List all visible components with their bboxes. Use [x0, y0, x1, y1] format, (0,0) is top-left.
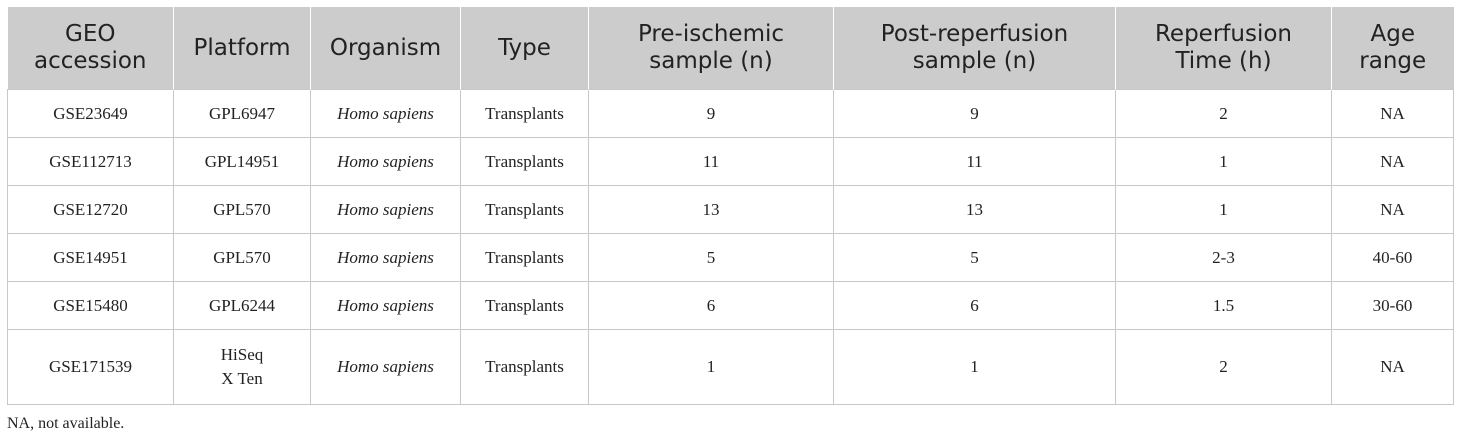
table-header: GEO accession Platform Organism Type Pre…: [7, 7, 1454, 90]
cell-reperfusion-time: 2-3: [1115, 233, 1332, 282]
cell-type: Transplants: [460, 233, 589, 282]
cell-post-reperfusion: 6: [833, 281, 1116, 330]
table-row: GSE14951 GPL570 Homo sapiens Transplants…: [7, 233, 1454, 282]
cell-platform: HiSeq X Ten: [173, 329, 311, 405]
header-age-range: Age range: [1331, 7, 1454, 90]
table-body: GSE23649 GPL6947 Homo sapiens Transplant…: [7, 89, 1454, 405]
cell-organism: Homo sapiens: [310, 233, 461, 282]
cell-type: Transplants: [460, 329, 589, 405]
cell-geo-accession: GSE15480: [7, 281, 174, 330]
cell-organism: Homo sapiens: [310, 281, 461, 330]
cell-platform: GPL6947: [173, 89, 311, 138]
header-organism: Organism: [310, 7, 461, 90]
cell-pre-ischemic: 13: [588, 185, 834, 234]
cell-platform: GPL14951: [173, 137, 311, 186]
cell-pre-ischemic: 5: [588, 233, 834, 282]
cell-type: Transplants: [460, 185, 589, 234]
table-row: GSE112713 GPL14951 Homo sapiens Transpla…: [7, 137, 1454, 186]
table-row: GSE171539 HiSeq X Ten Homo sapiens Trans…: [7, 329, 1454, 405]
cell-reperfusion-time: 2: [1115, 329, 1332, 405]
cell-platform: GPL6244: [173, 281, 311, 330]
cell-organism: Homo sapiens: [310, 185, 461, 234]
cell-age-range: NA: [1331, 137, 1454, 186]
cell-post-reperfusion: 5: [833, 233, 1116, 282]
cell-geo-accession: GSE14951: [7, 233, 174, 282]
cell-pre-ischemic: 6: [588, 281, 834, 330]
cell-post-reperfusion: 9: [833, 89, 1116, 138]
cell-type: Transplants: [460, 137, 589, 186]
cell-post-reperfusion: 1: [833, 329, 1116, 405]
table-row: GSE15480 GPL6244 Homo sapiens Transplant…: [7, 281, 1454, 330]
cell-reperfusion-time: 1: [1115, 185, 1332, 234]
cell-reperfusion-time: 2: [1115, 89, 1332, 138]
cell-age-range: NA: [1331, 89, 1454, 138]
cell-pre-ischemic: 11: [588, 137, 834, 186]
cell-geo-accession: GSE12720: [7, 185, 174, 234]
cell-geo-accession: GSE112713: [7, 137, 174, 186]
cell-age-range: 30-60: [1331, 281, 1454, 330]
cell-geo-accession: GSE23649: [7, 89, 174, 138]
cell-type: Transplants: [460, 89, 589, 138]
cell-reperfusion-time: 1: [1115, 137, 1332, 186]
cell-age-range: 40-60: [1331, 233, 1454, 282]
table-footnote: NA, not available.: [7, 415, 125, 432]
cell-pre-ischemic: 9: [588, 89, 834, 138]
cell-reperfusion-time: 1.5: [1115, 281, 1332, 330]
cell-platform: GPL570: [173, 185, 311, 234]
table-row: GSE12720 GPL570 Homo sapiens Transplants…: [7, 185, 1454, 234]
cell-platform: GPL570: [173, 233, 311, 282]
cell-post-reperfusion: 13: [833, 185, 1116, 234]
cell-pre-ischemic: 1: [588, 329, 834, 405]
cell-type: Transplants: [460, 281, 589, 330]
header-type: Type: [460, 7, 589, 90]
cell-post-reperfusion: 11: [833, 137, 1116, 186]
header-pre-ischemic-sample: Pre-ischemic sample (n): [588, 7, 834, 90]
cell-geo-accession: GSE171539: [7, 329, 174, 405]
header-row: GEO accession Platform Organism Type Pre…: [7, 7, 1454, 90]
cell-age-range: NA: [1331, 329, 1454, 405]
cell-organism: Homo sapiens: [310, 329, 461, 405]
cell-organism: Homo sapiens: [310, 137, 461, 186]
geo-datasets-table: GEO accession Platform Organism Type Pre…: [7, 7, 1454, 405]
header-platform: Platform: [173, 7, 311, 90]
cell-organism: Homo sapiens: [310, 89, 461, 138]
header-geo-accession: GEO accession: [7, 7, 174, 90]
table-row: GSE23649 GPL6947 Homo sapiens Transplant…: [7, 89, 1454, 138]
header-reperfusion-time: Reperfusion Time (h): [1115, 7, 1332, 90]
header-post-reperfusion-sample: Post-reperfusion sample (n): [833, 7, 1116, 90]
cell-age-range: NA: [1331, 185, 1454, 234]
